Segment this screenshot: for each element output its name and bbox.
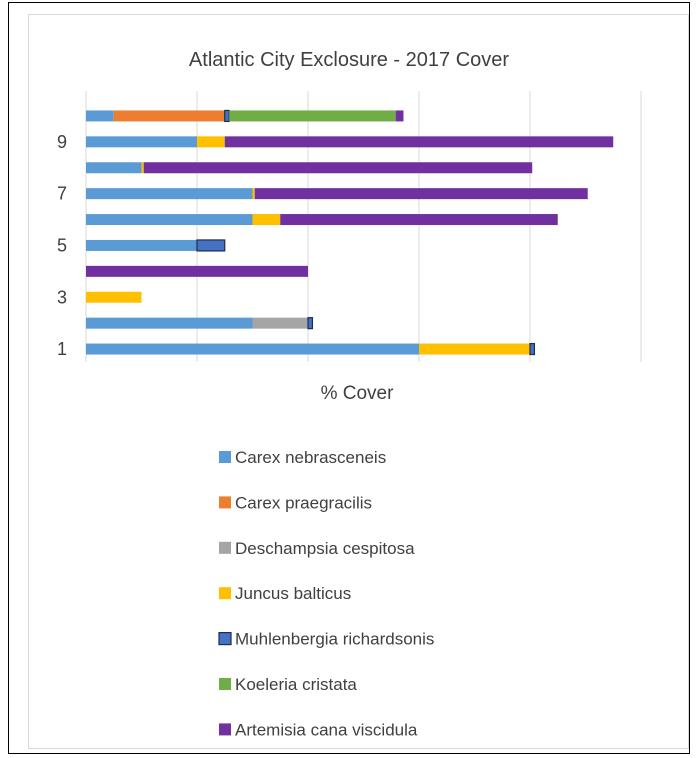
legend-label-1: Carex nebrasceneis xyxy=(235,448,386,467)
legend: Carex nebrasceneis Carex praegracilis Desc… xyxy=(218,448,434,739)
bar-segment-cat6-series7 xyxy=(280,214,558,226)
bar-segment-cat10-series5 xyxy=(224,109,230,123)
bar-segment-cat10-series2 xyxy=(113,110,225,122)
legend-swatch-6 xyxy=(219,678,231,690)
gridlines xyxy=(85,91,642,362)
legend-label-4: Juncus balticus xyxy=(235,584,351,603)
bar-segment-cat9-series4 xyxy=(197,136,225,148)
x-axis-title: % Cover xyxy=(321,383,395,404)
legend-swatch-4 xyxy=(219,587,231,600)
bar-segment-cat8-series7 xyxy=(143,162,533,174)
bar-segment-cat10-series7 xyxy=(395,110,404,122)
bar-segment-cat8-series4 xyxy=(141,162,144,174)
bar-segment-cat3-series4 xyxy=(86,291,142,303)
y-tick-label-5: 5 xyxy=(57,235,67,255)
bar-segment-cat9-series7 xyxy=(224,136,614,148)
bars xyxy=(86,109,614,356)
legend-label-5: Muhlenbergia richardsonis xyxy=(235,630,434,649)
bar-segment-cat6-series1 xyxy=(86,214,253,226)
bar-segment-cat6-series4 xyxy=(252,214,281,226)
bar-segment-cat1-series4 xyxy=(419,343,530,355)
legend-label-2: Carex praegracilis xyxy=(235,493,372,512)
bar-segment-cat4-series7 xyxy=(86,265,308,277)
figure-frame: Atlantic City Exclosure - 2017 Cover 1 3 5… xyxy=(8,2,690,754)
bar-segment-cat2-series3 xyxy=(252,317,308,329)
y-tick-label-3: 3 xyxy=(57,287,67,307)
legend-label-7: Artemisia cana viscidula xyxy=(235,720,418,739)
legend-swatch-7 xyxy=(219,723,231,736)
y-tick-label-1: 1 xyxy=(57,339,67,359)
chart-title: Atlantic City Exclosure - 2017 Cover xyxy=(189,49,509,71)
bar-segment-cat7-series7 xyxy=(254,188,588,200)
legend-swatch-1 xyxy=(219,451,231,463)
bar-segment-cat10-series1 xyxy=(86,110,114,122)
bar-segment-cat9-series1 xyxy=(86,136,197,148)
bar-segment-cat7-series1 xyxy=(86,188,253,200)
legend-label-6: Koeleria cristata xyxy=(235,675,357,694)
y-tick-label-9: 9 xyxy=(57,132,67,152)
bar-segment-cat5-series5 xyxy=(196,239,226,252)
bar-segment-cat1-series1 xyxy=(86,343,419,355)
legend-swatch-2 xyxy=(219,496,231,509)
y-axis-tick-labels: 1 3 5 7 9 xyxy=(57,132,67,359)
legend-label-3: Deschampsia cespitosa xyxy=(235,539,415,558)
bar-segment-cat8-series1 xyxy=(86,162,142,174)
legend-swatch-5 xyxy=(218,631,232,646)
bar-segment-cat1-series5 xyxy=(529,342,536,356)
y-tick-label-7: 7 xyxy=(57,184,67,204)
bar-segment-cat7-series4 xyxy=(252,188,255,200)
chart-area: Atlantic City Exclosure - 2017 Cover 1 3 5… xyxy=(28,14,689,749)
bar-segment-cat10-series6 xyxy=(229,110,396,122)
bar-segment-cat2-series1 xyxy=(86,317,253,329)
legend-swatch-3 xyxy=(219,541,231,554)
bar-segment-cat5-series1 xyxy=(86,239,197,251)
stacked-bar-chart: Atlantic City Exclosure - 2017 Cover 1 3 5… xyxy=(57,49,642,739)
bar-segment-cat2-series5 xyxy=(307,317,314,330)
